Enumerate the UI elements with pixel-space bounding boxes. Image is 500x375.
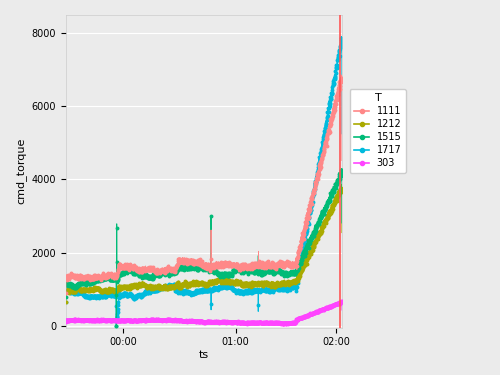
Y-axis label: cmd_torque: cmd_torque — [15, 138, 26, 204]
Legend: 1111, 1212, 1515, 1717, 303: 1111, 1212, 1515, 1717, 303 — [350, 88, 406, 173]
X-axis label: ts: ts — [199, 350, 209, 360]
